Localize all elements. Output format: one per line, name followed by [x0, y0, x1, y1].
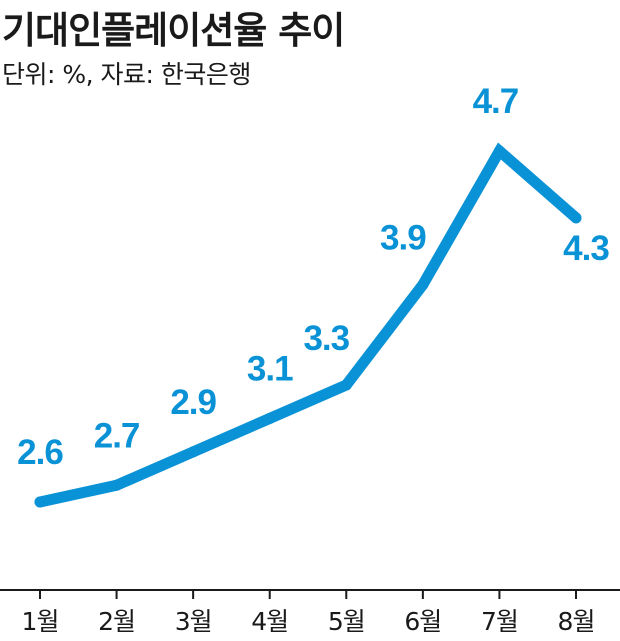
data-labels: 2.6 2.7 2.9 3.1 3.3 3.9 4.7 4.3: [17, 82, 610, 472]
data-label: 3.3: [303, 319, 349, 358]
x-tick-label: 7월: [481, 607, 518, 636]
data-label: 3.1: [247, 349, 293, 388]
data-point: [34, 496, 46, 508]
x-tick-label: 6월: [404, 607, 441, 636]
data-point: [340, 379, 352, 391]
series-line-group: [34, 142, 582, 508]
data-point: [111, 479, 123, 491]
x-tick-labels: 1월 2월 3월 4월 5월 6월 7월 8월: [22, 607, 596, 636]
data-point: [187, 446, 199, 458]
x-tick-label: 5월: [328, 607, 365, 636]
x-tick-label: 1월: [22, 607, 59, 636]
data-point: [417, 279, 429, 291]
data-label: 3.9: [380, 219, 426, 258]
data-label: 4.3: [563, 229, 609, 268]
chart-title: 기대인플레이션율 추이: [2, 9, 345, 52]
data-label: 2.7: [94, 416, 140, 455]
data-point: [264, 412, 276, 424]
series-line: [34, 142, 582, 508]
data-label: 4.7: [473, 82, 519, 121]
data-label: 2.6: [17, 433, 63, 472]
data-point: [493, 145, 505, 157]
data-label: 2.9: [170, 383, 216, 422]
x-tick-label: 4월: [251, 607, 288, 636]
x-axis: [0, 589, 620, 599]
chart-subtitle: 단위: %, 자료: 한국은행: [2, 60, 251, 89]
x-tick-label: 8월: [558, 607, 595, 636]
data-point: [570, 212, 582, 224]
x-tick-label: 2월: [98, 607, 135, 636]
x-tick-label: 3월: [175, 607, 212, 636]
